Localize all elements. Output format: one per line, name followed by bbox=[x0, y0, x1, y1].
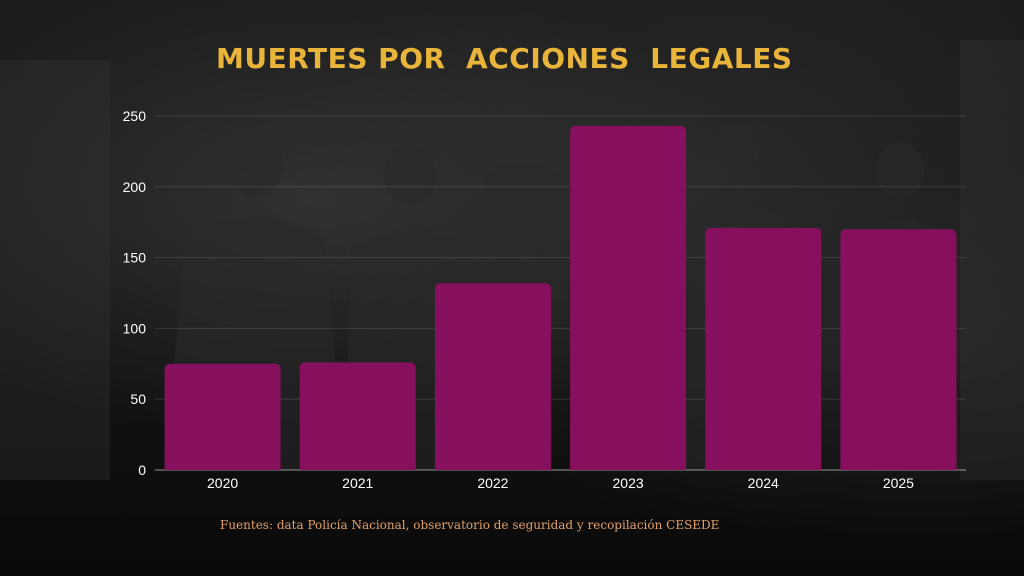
bar-2022 bbox=[434, 283, 551, 470]
y-tick-label: 150 bbox=[123, 250, 147, 266]
chart-title: MUERTES POR ACCIONES LEGALES bbox=[216, 42, 793, 75]
y-tick-label: 50 bbox=[130, 391, 146, 407]
y-tick-label: 250 bbox=[123, 108, 147, 124]
x-tick-label: 2021 bbox=[342, 475, 373, 491]
x-tick-label: 2022 bbox=[477, 475, 508, 491]
source-note: Fuentes: data Policía Nacional, observat… bbox=[220, 518, 720, 532]
axes: 0 50 100 150 200 250 2020 2021 2022 2023 2024 2025 bbox=[123, 108, 915, 491]
bar-2021 bbox=[299, 362, 416, 470]
bar-2020 bbox=[164, 363, 281, 470]
x-tick-label: 2020 bbox=[207, 475, 238, 491]
x-tick-label: 2024 bbox=[748, 475, 779, 491]
y-tick-label: 100 bbox=[123, 320, 147, 336]
bar-2023 bbox=[570, 125, 687, 471]
bars bbox=[164, 125, 957, 471]
y-tick-label: 0 bbox=[138, 462, 146, 478]
y-tick-label: 200 bbox=[123, 179, 147, 195]
bar-2024 bbox=[705, 227, 822, 470]
x-tick-label: 2025 bbox=[883, 475, 914, 491]
gridlines bbox=[155, 115, 966, 471]
x-tick-label: 2023 bbox=[613, 475, 644, 491]
bar-2025 bbox=[840, 229, 957, 470]
